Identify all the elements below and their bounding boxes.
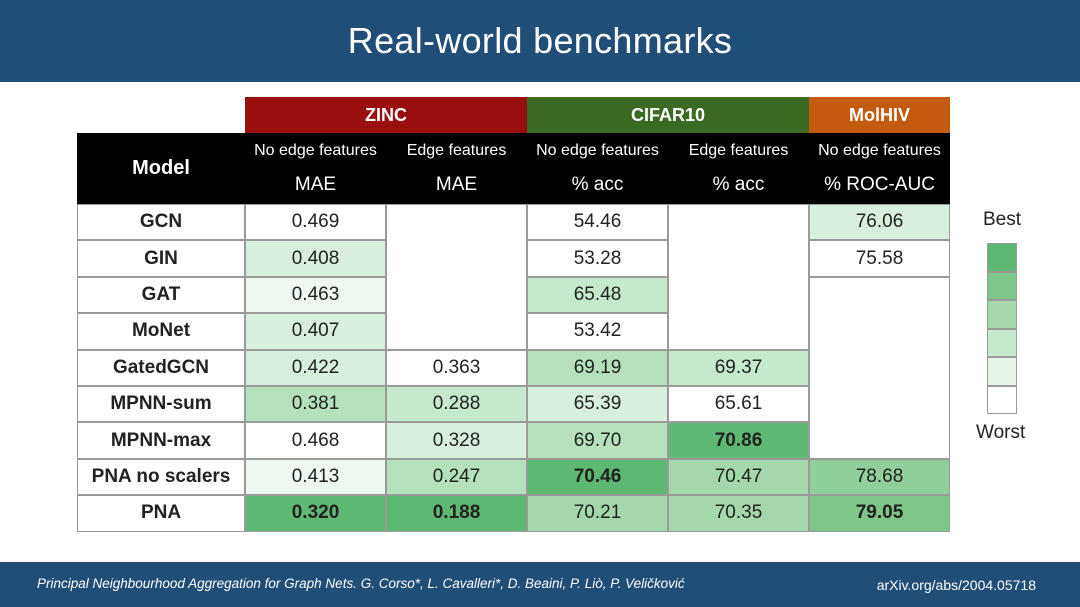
dataset-header-molhiv: MolHIV: [809, 97, 950, 133]
metric-value-cell: 69.19: [527, 349, 668, 386]
legend-swatch: [987, 271, 1017, 300]
model-name-cell: MPNN-sum: [77, 386, 245, 423]
model-name-cell: MPNN-max: [77, 422, 245, 459]
legend-swatch: [987, 300, 1017, 329]
metric-value-cell: 0.469: [245, 204, 386, 241]
column-header-bg: [386, 133, 527, 204]
model-name-cell: GIN: [77, 240, 245, 277]
metric-value-cell: 65.48: [527, 276, 668, 314]
metric-value-cell: 0.422: [245, 349, 386, 386]
dataset-header-zinc: ZINC: [245, 97, 527, 133]
metric-value-cell: 69.37: [668, 349, 809, 386]
column-header-metric: MAE: [435, 174, 478, 195]
metric-value-cell: 0.408: [245, 240, 386, 277]
metric-value-cell: 0.407: [245, 313, 386, 350]
column-header-metric: % acc: [571, 174, 624, 195]
column-header-feature: No edge features: [536, 142, 659, 159]
metric-value-cell: 0.381: [245, 386, 386, 423]
arxiv-link[interactable]: arXiv.org/abs/2004.05718: [876, 577, 1036, 593]
metric-value-cell: 0.413: [245, 458, 386, 496]
legend-swatch: [987, 385, 1017, 414]
column-header-bg: [245, 133, 386, 204]
model-name-cell: MoNet: [77, 313, 245, 350]
metric-value-cell: 70.35: [668, 495, 809, 532]
column-header-bg: [668, 133, 809, 204]
metric-value-cell: 70.46: [527, 458, 668, 496]
metric-value-cell: 65.61: [668, 386, 809, 423]
metric-value-cell: 0.188: [386, 495, 527, 532]
column-header-feature: Edge features: [406, 142, 507, 159]
metric-value-cell: 70.21: [527, 495, 668, 532]
metric-value-cell: 53.28: [527, 240, 668, 277]
metric-value-cell: 69.70: [527, 422, 668, 459]
slide-header: Real-world benchmarks: [0, 0, 1080, 82]
metric-value-cell: 0.247: [386, 458, 527, 496]
column-header-metric: MAE: [294, 174, 337, 195]
column-header-feature: No edge features: [818, 142, 941, 159]
metric-value-cell: 78.68: [809, 458, 950, 496]
metric-value-cell: 75.58: [809, 240, 950, 277]
metric-value-cell: 65.39: [527, 386, 668, 423]
column-header-metric: % ROC-AUC: [824, 174, 935, 195]
column-header-feature: No edge features: [254, 142, 377, 159]
column-header-feature: Edge features: [688, 142, 789, 159]
column-header-metric: % acc: [712, 174, 765, 195]
metric-value-cell: 0.463: [245, 276, 386, 314]
legend-worst-label: Worst: [976, 422, 1026, 443]
model-name-cell: PNA: [77, 495, 245, 532]
metric-value-cell: 54.46: [527, 204, 668, 241]
dataset-header-cifar10: CIFAR10: [527, 97, 809, 133]
empty-merged-cell: [386, 204, 527, 350]
slide-footer: Principal Neighbourhood Aggregation for …: [0, 562, 1080, 607]
paper-citation: Principal Neighbourhood Aggregation for …: [37, 576, 685, 591]
model-name-cell: PNA no scalers: [77, 458, 245, 496]
model-name-cell: GCN: [77, 204, 245, 241]
slide-title: Real-world benchmarks: [347, 20, 733, 61]
metric-value-cell: 0.288: [386, 386, 527, 423]
empty-merged-cell: [809, 276, 950, 459]
column-header-bg: [809, 133, 950, 204]
metric-value-cell: 0.468: [245, 422, 386, 459]
metric-value-cell: 76.06: [809, 204, 950, 241]
legend-swatch: [987, 357, 1017, 386]
metric-value-cell: 0.320: [245, 495, 386, 532]
column-header-bg: [527, 133, 668, 204]
metric-value-cell: 79.05: [809, 495, 950, 532]
legend-best-label: Best: [983, 209, 1022, 230]
legend-swatch: [987, 243, 1017, 272]
metric-value-cell: 0.328: [386, 422, 527, 459]
model-name-cell: GAT: [77, 276, 245, 314]
model-column-header: Model: [77, 133, 245, 204]
metric-value-cell: 0.363: [386, 349, 527, 386]
model-name-cell: GatedGCN: [77, 349, 245, 386]
empty-merged-cell: [668, 204, 809, 350]
metric-value-cell: 70.86: [668, 422, 809, 459]
metric-value-cell: 53.42: [527, 313, 668, 350]
legend-swatch: [987, 328, 1017, 357]
metric-value-cell: 70.47: [668, 458, 809, 496]
